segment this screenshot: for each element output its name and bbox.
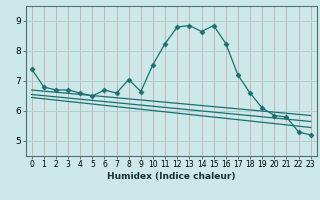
- X-axis label: Humidex (Indice chaleur): Humidex (Indice chaleur): [107, 172, 236, 181]
